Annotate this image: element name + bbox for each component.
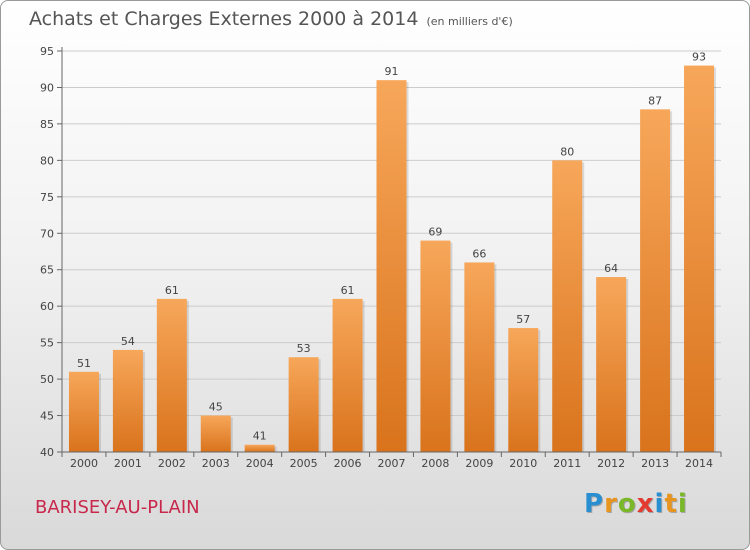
value-label: 66 <box>472 247 486 260</box>
chart-unit: (en milliers d'€) <box>426 15 513 28</box>
bar <box>596 277 627 452</box>
value-label: 91 <box>385 65 399 78</box>
bar <box>68 371 99 452</box>
y-tick-label: 80 <box>40 154 54 167</box>
x-tick-label: 2003 <box>202 457 230 470</box>
bar <box>420 240 451 452</box>
x-tick-label: 2009 <box>465 457 493 470</box>
logo-letter: P <box>584 489 605 519</box>
x-tick-label: 2014 <box>685 457 713 470</box>
bar <box>200 415 231 452</box>
x-tick-label: 2012 <box>597 457 625 470</box>
y-tick-label: 65 <box>40 264 54 277</box>
bar <box>464 262 495 452</box>
bar <box>552 160 583 452</box>
y-tick-label: 60 <box>40 300 54 313</box>
value-label: 51 <box>77 357 91 370</box>
x-tick-label: 2008 <box>421 457 449 470</box>
commune-name: BARISEY-AU-PLAIN <box>35 497 200 518</box>
bar <box>244 444 275 452</box>
x-tick-label: 2004 <box>246 457 274 470</box>
chart-title-text: Achats et Charges Externes 2000 à 2014 <box>29 8 419 30</box>
value-label: 61 <box>165 284 179 297</box>
logo-letter: x <box>636 489 655 519</box>
logo-letter: i <box>654 489 665 519</box>
y-tick-label: 50 <box>40 373 54 386</box>
y-tick-label: 40 <box>40 446 54 459</box>
x-tick-label: 2001 <box>114 457 142 470</box>
value-label: 57 <box>516 313 530 326</box>
value-label: 53 <box>297 342 311 355</box>
value-labels: 51 54 61 45 41 53 61 91 69 66 57 80 64 87 93 <box>77 51 706 443</box>
value-label: 41 <box>253 430 267 443</box>
y-tick-label: 55 <box>40 337 54 350</box>
value-label: 69 <box>428 226 442 239</box>
x-tick-label: 2006 <box>334 457 362 470</box>
y-tick-label: 70 <box>40 227 54 240</box>
axes: 40 45 50 55 60 65 70 75 80 85 90 95 2000 2001 2002 2003… <box>40 45 722 470</box>
x-tick-label: 2010 <box>509 457 537 470</box>
value-label: 64 <box>604 262 618 275</box>
logo-letter: r <box>604 489 618 519</box>
bars <box>68 65 717 452</box>
bar <box>288 357 319 452</box>
value-label: 93 <box>692 51 706 64</box>
value-label: 54 <box>121 335 135 348</box>
bar <box>640 109 671 452</box>
x-tick-label: 2005 <box>290 457 318 470</box>
logo-letter: o <box>617 489 637 519</box>
y-tick-label: 45 <box>40 410 54 423</box>
logo-letter: i <box>677 489 688 519</box>
proxiti-logo: Proxiti <box>584 489 688 519</box>
bar <box>684 65 715 452</box>
chart-title: Achats et Charges Externes 2000 à 2014 (e… <box>29 8 513 30</box>
x-tick-label: 2007 <box>378 457 406 470</box>
bar <box>332 298 363 452</box>
bar <box>156 298 187 452</box>
bar <box>508 328 539 452</box>
x-tick-label: 2011 <box>553 457 581 470</box>
bar <box>376 80 407 452</box>
bar <box>112 349 143 452</box>
value-label: 45 <box>209 401 223 414</box>
x-tick-label: 2000 <box>70 457 98 470</box>
y-tick-label: 90 <box>40 81 54 94</box>
y-tick-label: 75 <box>40 191 54 204</box>
y-tick-label: 85 <box>40 118 54 131</box>
x-tick-label: 2013 <box>641 457 669 470</box>
value-label: 80 <box>560 145 574 158</box>
y-tick-label: 95 <box>40 45 54 58</box>
value-label: 61 <box>341 284 355 297</box>
value-label: 87 <box>648 94 662 107</box>
x-tick-label: 2002 <box>158 457 186 470</box>
logo-letter: t <box>664 489 678 519</box>
